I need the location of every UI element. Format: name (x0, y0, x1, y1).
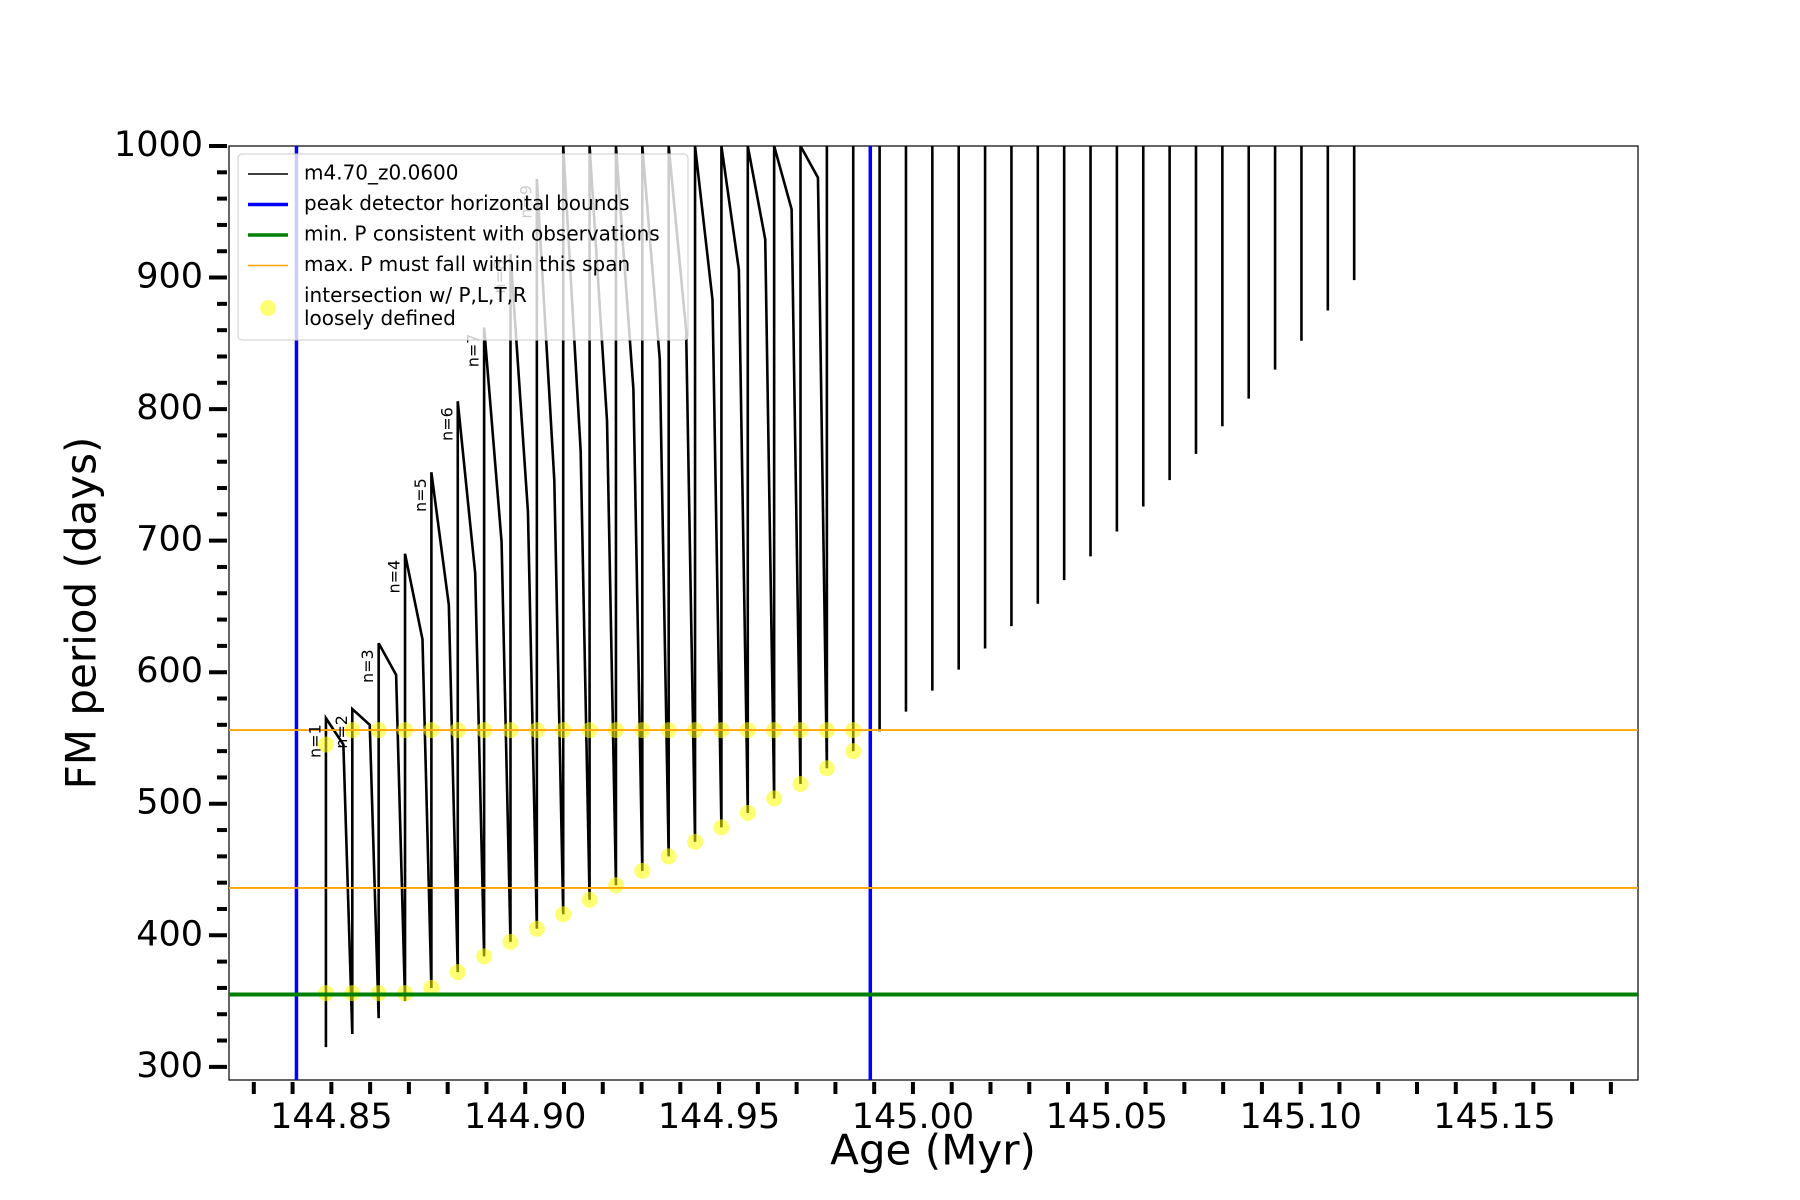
scatter-point (423, 979, 440, 996)
scatter-point (845, 743, 862, 760)
annotation: n=1 (305, 724, 324, 758)
x-tick-label: 144.85 (270, 1097, 392, 1137)
legend-label: m4.70_z0.0600 (304, 161, 459, 185)
scatter-point (476, 948, 493, 965)
legend-swatch (260, 300, 276, 316)
scatter-point (818, 760, 835, 777)
scatter-point (528, 920, 545, 937)
legend-label: min. P consistent with observations (304, 222, 660, 246)
y-tick-label: 600 (136, 651, 203, 691)
legend-box (237, 153, 689, 341)
scatter-point (449, 964, 466, 981)
data-line (324, 146, 1356, 1048)
y-axis-label: FM period (days) (57, 437, 106, 790)
legend-label: intersection w/ P,L,T,R loosely defined (304, 283, 527, 330)
x-tick-label: 145.15 (1433, 1097, 1555, 1137)
scatter-point (739, 804, 756, 821)
y-tick-label: 900 (136, 257, 203, 297)
x-tick-label: 144.95 (658, 1097, 780, 1137)
scatter-point (317, 736, 334, 753)
legend-label: peak detector horizontal bounds (304, 191, 630, 215)
scatter-point (581, 891, 598, 908)
y-tick-label: 300 (136, 1046, 203, 1086)
x-tick-label: 144.90 (464, 1097, 586, 1137)
y-tick-label: 800 (136, 388, 203, 428)
x-tick-label: 145.05 (1046, 1097, 1168, 1137)
x-axis-label: Age (Myr) (830, 1126, 1036, 1175)
scatter-point (713, 819, 730, 836)
legend-label: max. P must fall within this span (304, 252, 630, 276)
x-tick-label: 145.10 (1239, 1097, 1361, 1137)
annotation: n=7 (464, 334, 483, 368)
y-tick-label: 500 (136, 783, 203, 823)
scatter-point (555, 906, 572, 923)
y-tick-label: 400 (136, 914, 203, 954)
scatter-point (634, 862, 651, 879)
annotation: n=4 (385, 560, 404, 594)
x-tick-label: 145.00 (852, 1097, 974, 1137)
y-tick-label: 700 (136, 520, 203, 560)
scatter-point (687, 833, 704, 850)
y-tick-label: 1000 (114, 125, 203, 165)
scatter-point (502, 933, 519, 950)
annotation: n=5 (411, 478, 430, 512)
annotation: n=6 (437, 407, 456, 441)
scatter-point (607, 877, 624, 894)
annotation: n=2 (332, 715, 351, 749)
scatter-point (660, 848, 677, 865)
scatter-point (792, 776, 809, 793)
annotation: n=3 (358, 649, 377, 683)
scatter-point (766, 790, 783, 807)
